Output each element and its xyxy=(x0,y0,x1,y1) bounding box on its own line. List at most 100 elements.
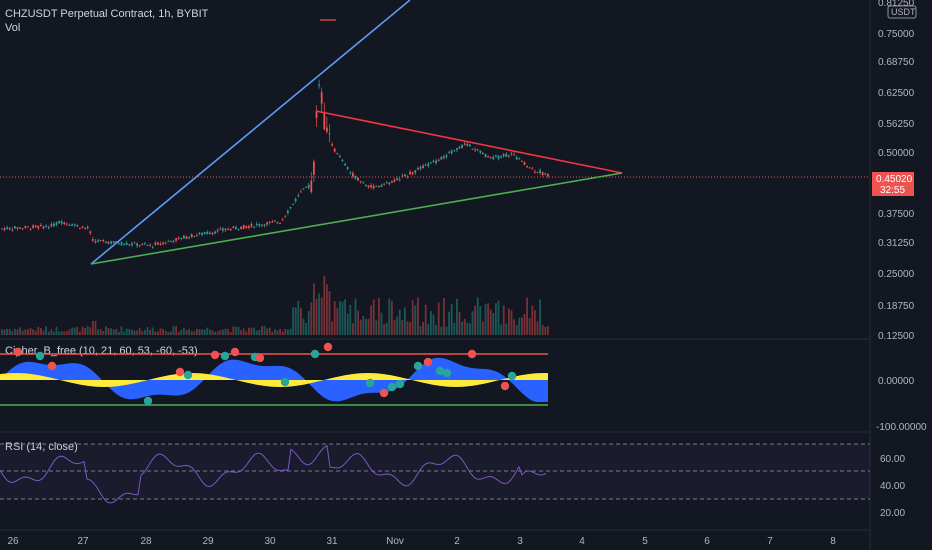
cipher-waves xyxy=(0,357,548,402)
volume-bar xyxy=(471,311,474,335)
candle-body xyxy=(508,155,510,157)
volume-bar xyxy=(37,326,40,335)
candle-body xyxy=(292,203,294,205)
volume-bar xyxy=(287,329,289,335)
candle-body xyxy=(58,221,60,224)
volume-bar xyxy=(8,329,11,335)
candle-body xyxy=(188,237,190,239)
candle-body xyxy=(521,160,523,162)
volume-bar xyxy=(300,307,302,335)
candle-body xyxy=(94,241,97,243)
candle-body xyxy=(157,242,159,245)
candle-body xyxy=(495,155,497,157)
volume-bar xyxy=(222,329,224,335)
candle-body xyxy=(24,226,27,228)
candle-body xyxy=(136,243,138,246)
candle-body xyxy=(333,148,336,152)
currency-badge[interactable]: USDT xyxy=(891,7,916,17)
candle-body xyxy=(198,232,201,234)
time-tick-label: 3 xyxy=(517,536,523,547)
volume-bar xyxy=(92,321,94,335)
volume-bar xyxy=(60,331,63,335)
candle-body xyxy=(289,207,292,209)
volume-bar xyxy=(232,326,235,335)
candle-body xyxy=(6,227,8,230)
volume-bar xyxy=(89,327,92,335)
candle-body xyxy=(138,245,141,247)
volume-bar xyxy=(131,329,133,335)
volume-bar xyxy=(209,329,211,335)
volume-bar xyxy=(141,331,144,335)
ascending-trendline[interactable] xyxy=(90,0,411,265)
volume-bar xyxy=(466,322,469,335)
resistance-trendline[interactable] xyxy=(315,110,623,174)
candle-body xyxy=(261,224,263,226)
candle-body xyxy=(497,155,500,159)
rsi-pane[interactable] xyxy=(0,443,870,504)
candle-body xyxy=(175,238,177,241)
price-candles[interactable] xyxy=(1,79,549,249)
candle-body xyxy=(502,154,505,157)
volume-bar xyxy=(40,328,42,335)
candle-body xyxy=(393,179,396,182)
candle-body xyxy=(146,245,149,247)
volume-bar xyxy=(500,324,502,335)
volume-bar xyxy=(359,319,362,335)
candle-body xyxy=(196,235,198,237)
price-tick-label: 0.62500 xyxy=(878,88,915,99)
volume-bar xyxy=(214,331,216,335)
candle-body xyxy=(79,227,81,229)
volume-bar xyxy=(453,322,456,335)
candle-body xyxy=(500,156,502,158)
price-tick-label: 0.25000 xyxy=(878,269,915,280)
volume-bar xyxy=(536,321,539,335)
volume-bar xyxy=(435,324,437,335)
candle-body xyxy=(123,243,125,245)
cipher-signal-dot xyxy=(365,378,375,388)
volume-bar xyxy=(518,317,521,335)
time-axis[interactable]: 26 27 28 29 30 31 Nov 2 3 4 5 6 7 8 xyxy=(7,536,836,547)
support-trendline[interactable] xyxy=(90,172,623,265)
candle-body xyxy=(115,241,118,243)
candle-body xyxy=(177,237,180,239)
candle-body xyxy=(141,243,144,245)
candle-body xyxy=(294,198,297,202)
candle-body xyxy=(3,228,6,231)
cipher-signal-dot xyxy=(387,382,397,392)
candle-body xyxy=(193,235,196,237)
volume-bar xyxy=(391,300,393,335)
currency-badge-box[interactable] xyxy=(887,5,917,19)
candle-body xyxy=(149,244,151,246)
candle-body xyxy=(32,225,34,228)
cipher-signal-dot xyxy=(323,342,333,352)
cipher-signal-dot xyxy=(13,347,23,357)
volume-bar xyxy=(73,327,76,335)
time-tick-label: 26 xyxy=(7,536,19,547)
candle-body xyxy=(300,191,302,193)
candle-body xyxy=(339,156,341,158)
volume-bar xyxy=(224,328,227,335)
volume-bar xyxy=(198,329,201,335)
volume-bar xyxy=(437,302,440,335)
volume-bar xyxy=(219,330,222,335)
candle-body xyxy=(544,173,547,175)
volume-bar xyxy=(515,325,518,335)
price-tick-label: 0.12500 xyxy=(878,331,915,342)
cipher-pane[interactable] xyxy=(0,342,548,406)
volume-bar xyxy=(133,330,136,335)
price-axis[interactable]: 0.81250 0.75000 0.68750 0.62500 0.56250 … xyxy=(878,0,915,342)
candle-body xyxy=(474,149,476,151)
cipher-signal-dot xyxy=(435,366,445,376)
volume-bar xyxy=(406,321,409,335)
candle-body xyxy=(102,239,105,242)
volume-bar xyxy=(349,304,352,335)
cipher-signal-dot xyxy=(210,350,220,360)
candle-body xyxy=(60,221,63,224)
volume-bar xyxy=(154,331,157,335)
volume-bar xyxy=(404,307,406,335)
price-tick-label: 0.81250 xyxy=(878,0,915,9)
volume-bar xyxy=(505,323,508,335)
candle-body xyxy=(375,185,378,187)
cipher-signal-dot xyxy=(230,347,240,357)
